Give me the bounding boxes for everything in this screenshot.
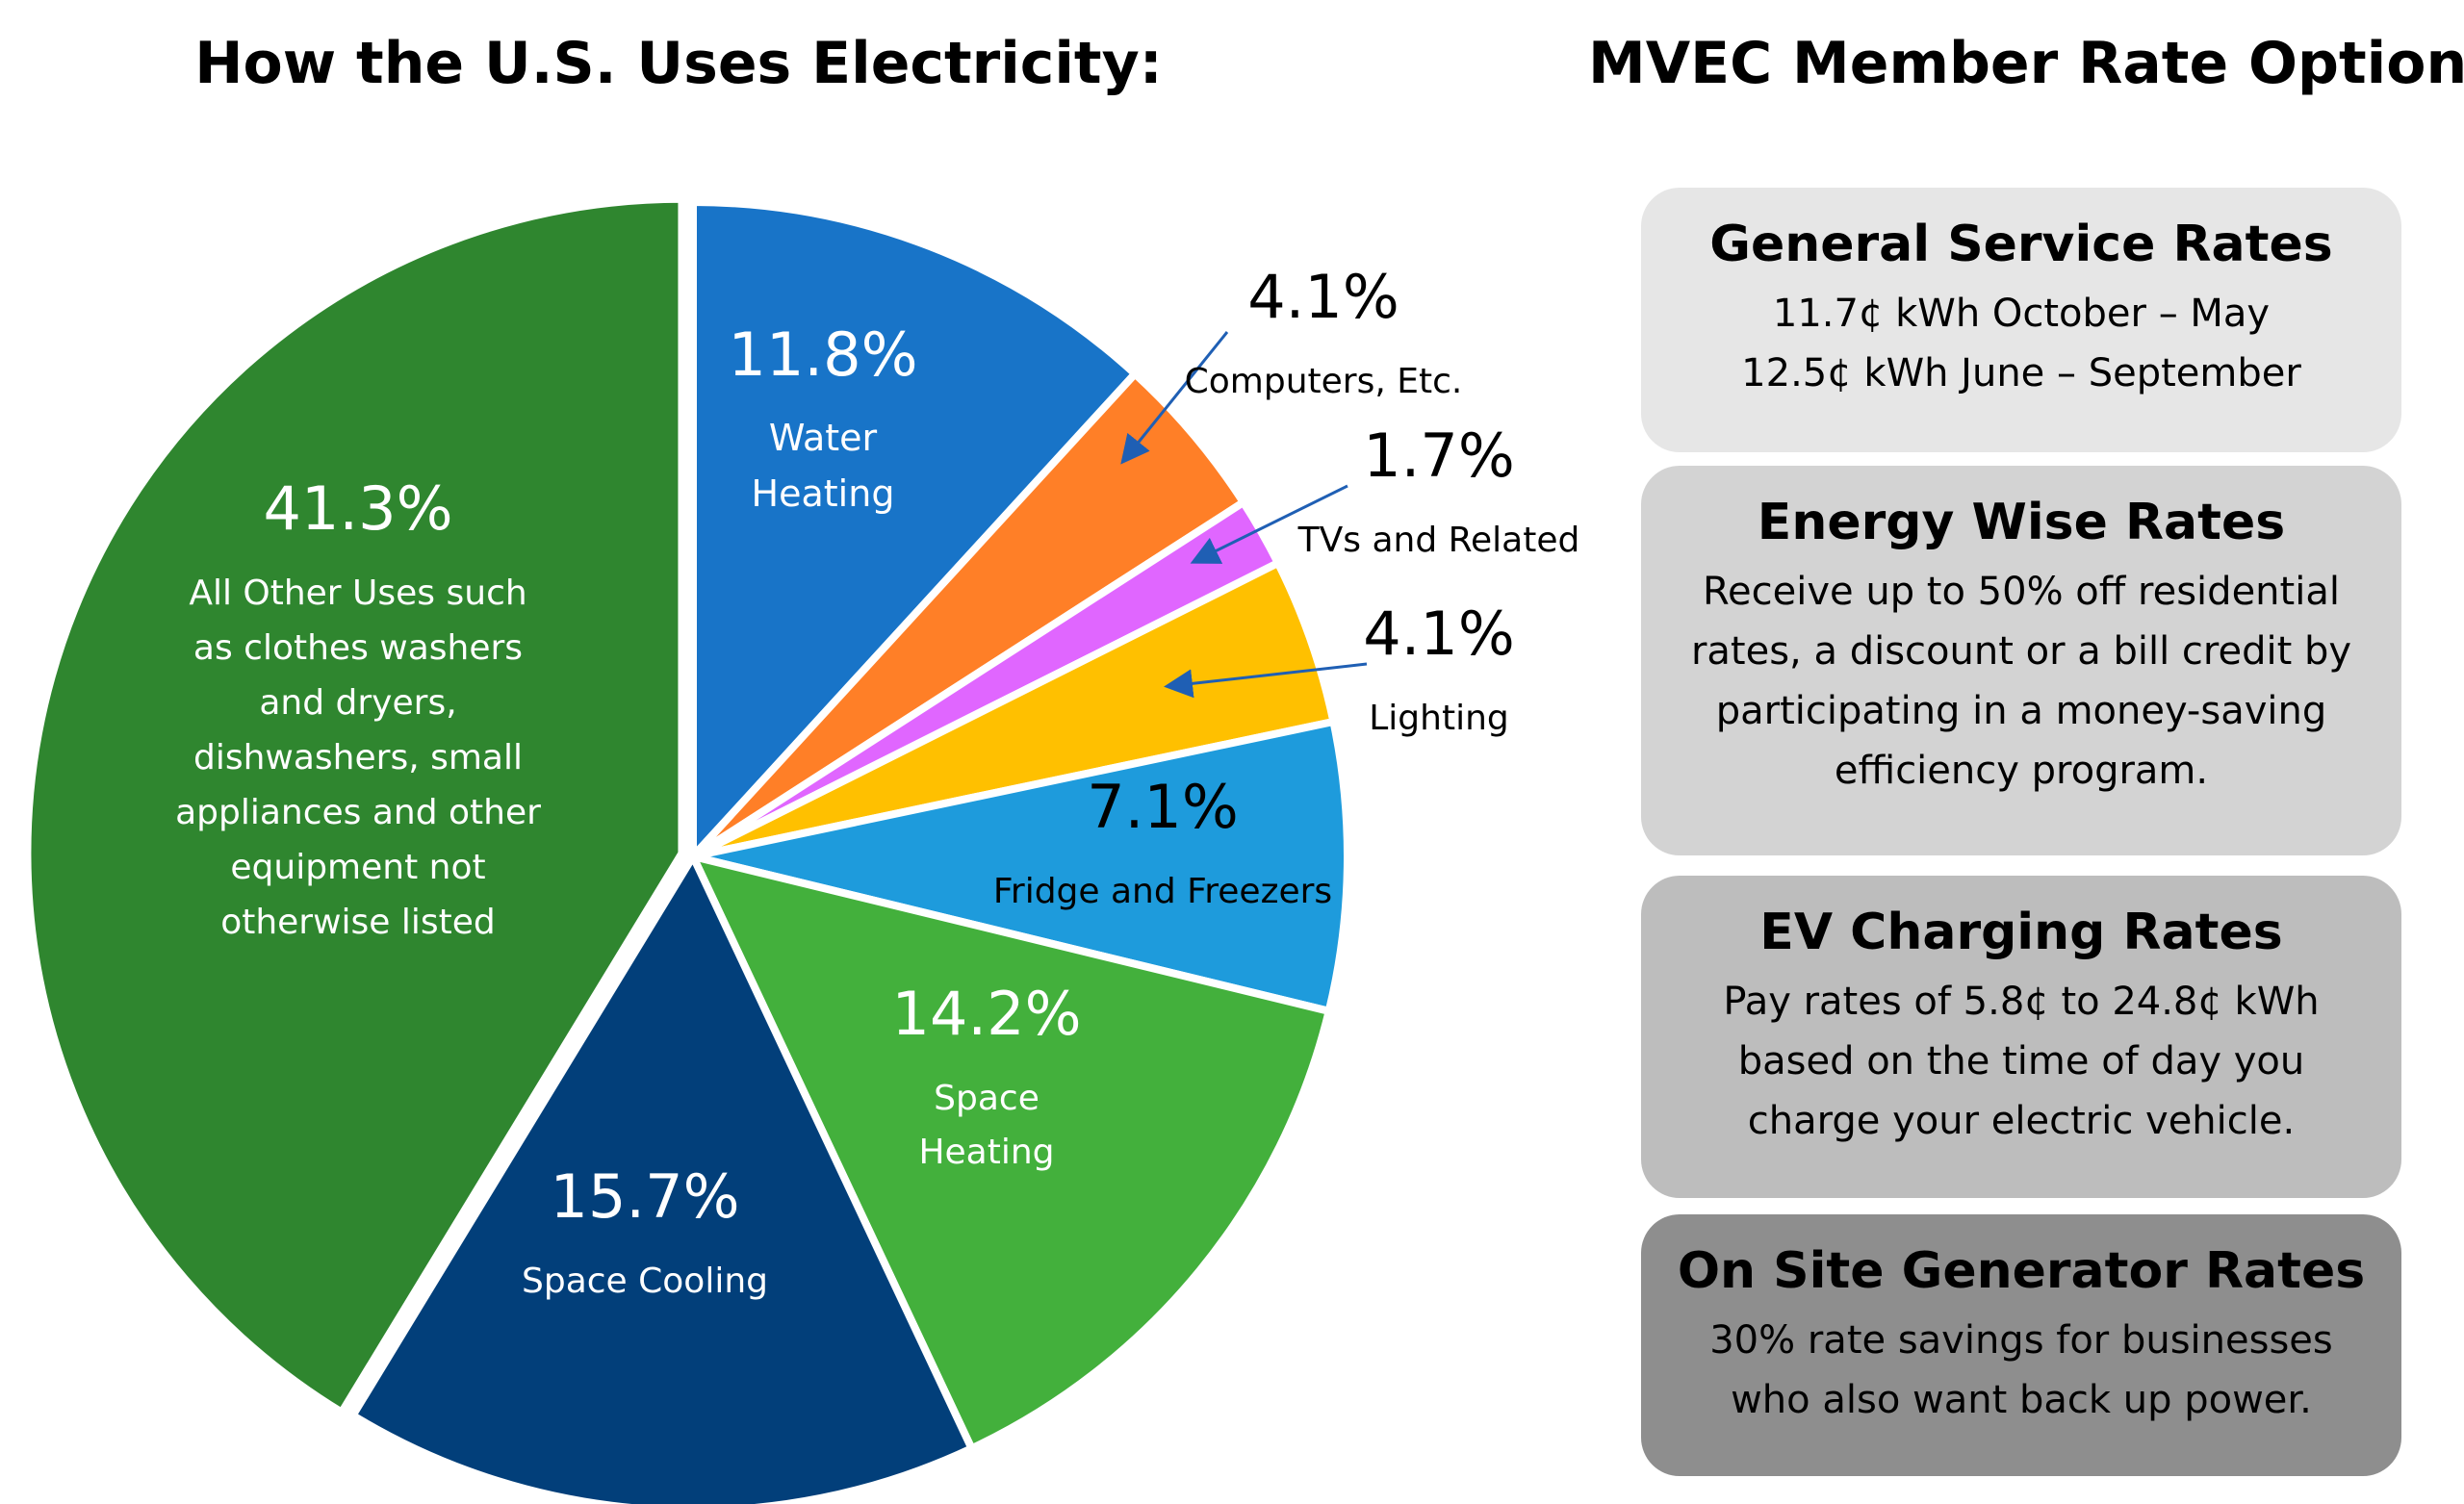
slice-category-label: and dryers, <box>259 683 456 723</box>
slice-category-label: Fridge and Freezers <box>993 872 1332 911</box>
slice-category-label: Water <box>769 417 878 459</box>
rate-box-line: rates, a discount or a bill credit by <box>1690 628 2352 674</box>
slice-category-label: appliances and other <box>175 793 541 832</box>
rate-options-title: MVEC Member Rate Options: <box>1588 30 2464 97</box>
slice-percent-label: 4.1% <box>1363 599 1515 669</box>
slice-percent-label: 41.3% <box>264 473 453 544</box>
rate-box-title: Energy Wise Rates <box>1757 494 2286 551</box>
slice-percent-label: 4.1% <box>1247 262 1399 332</box>
rate-box-line: efficiency program. <box>1834 748 2209 793</box>
rate-box-on-site-generator: On Site Generator Rates 30% rate savings… <box>1641 1214 2401 1476</box>
slice-category-label: Space Cooling <box>522 1262 768 1301</box>
slice-category-label: TVs and Related <box>1297 521 1580 560</box>
slice-percent-label: 1.7% <box>1363 421 1515 491</box>
rate-box-line: 12.5¢ kWh June – September <box>1741 350 2301 395</box>
slice-category-label: Lighting <box>1369 699 1509 738</box>
slice-category-label: as clothes washers <box>193 628 523 668</box>
rate-box-line: Pay rates of 5.8¢ to 24.8¢ kWh <box>1723 979 2320 1024</box>
pie-slice-all-other-uses-such-as-clothes <box>23 194 686 1416</box>
pie-slice-space-heating <box>689 853 1333 1453</box>
slice-category-label: All Other Uses such <box>189 574 526 613</box>
slice-percent-label: 7.1% <box>1087 772 1239 842</box>
slice-percent-label: 14.2% <box>892 979 1082 1049</box>
leader-arrow <box>1120 331 1229 465</box>
rate-box-ev-charging: EV Charging Rates Pay rates of 5.8¢ to 2… <box>1641 876 2401 1198</box>
chart-title: How the U.S. Uses Electricity: <box>194 30 1163 97</box>
pie-slice-space-cooling <box>348 853 976 1504</box>
slice-category-label: equipment not <box>230 848 485 887</box>
rate-box-line: 11.7¢ kWh October – May <box>1772 291 2271 336</box>
rate-box-title: General Service Rates <box>1709 216 2333 273</box>
slice-category-label: dishwashers, small <box>193 738 523 777</box>
pie-slice-fridge-and-freezers <box>689 718 1351 1015</box>
slice-percent-label: 11.8% <box>729 319 918 390</box>
slice-category-label: Computers, Etc. <box>1185 362 1463 401</box>
rate-box-general-service: General Service Rates 11.7¢ kWh October … <box>1641 188 2401 452</box>
slice-percent-label: 15.7% <box>551 1161 740 1232</box>
slice-category-label: Space <box>934 1079 1040 1118</box>
rate-box-line: Receive up to 50% off residential <box>1703 569 2340 614</box>
rate-box-title: On Site Generator Rates <box>1677 1242 2366 1300</box>
slice-category-label: Heating <box>752 472 895 515</box>
leader-arrow <box>1190 484 1348 564</box>
rate-box-title: EV Charging Rates <box>1759 904 2283 961</box>
rate-box-line: based on the time of day you <box>1737 1038 2305 1083</box>
slice-category-label: Heating <box>918 1133 1054 1172</box>
rate-box-line: who also want back up power. <box>1731 1377 2312 1422</box>
electricity-pie-chart: 11.8% Water Heating 4.1% Computers, Etc. 1.7%… <box>23 194 1580 1504</box>
rate-box-energy-wise: Energy Wise Rates Receive up to 50% off … <box>1641 466 2401 855</box>
rate-box-line: participating in a money-saving <box>1715 688 2327 733</box>
rate-box-line: 30% rate savings for businesses <box>1709 1317 2333 1363</box>
pie-slice-water-heating <box>689 198 1140 860</box>
slice-category-label: otherwise listed <box>220 903 496 942</box>
leader-arrow <box>1164 662 1368 699</box>
rate-box-line: charge your electric vehicle. <box>1747 1098 2296 1143</box>
